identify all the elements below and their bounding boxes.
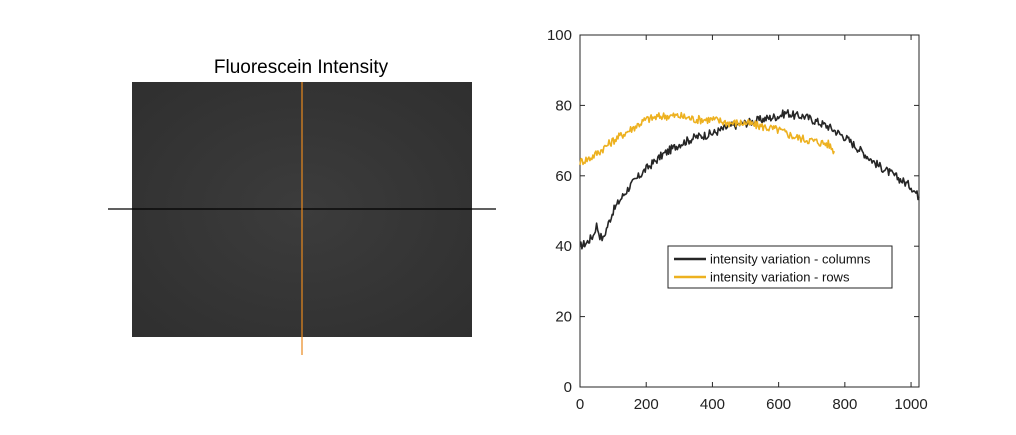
plot-area [579, 34, 920, 388]
axis-ticks: 0 200 400 600 800 1000 0 20 40 60 80 100 [547, 27, 928, 413]
y-tick-label: 60 [555, 168, 572, 185]
legend-label: intensity variation - rows [710, 270, 850, 285]
y-tick-label: 100 [547, 27, 572, 44]
x-tick-label: 600 [766, 396, 791, 413]
y-tick-label: 40 [555, 238, 572, 255]
y-tick-label: 80 [555, 97, 572, 114]
x-tick-label: 800 [832, 396, 857, 413]
legend-label: intensity variation - columns [710, 252, 871, 267]
y-tick-label: 20 [555, 309, 572, 326]
series-lines [579, 109, 920, 250]
x-tick-label: 200 [634, 396, 659, 413]
x-tick-label: 400 [700, 396, 725, 413]
image-title: Fluorescein Intensity [214, 57, 389, 78]
y-tick-label: 0 [564, 379, 572, 396]
intensity-chart: 0 200 400 600 800 1000 0 20 40 60 80 100 intensity … [547, 27, 928, 413]
image-panel: Fluorescein Intensity [108, 57, 496, 355]
legend-box [667, 245, 893, 289]
legend: intensity variation - columns intensity v… [667, 245, 893, 289]
x-tick-label: 0 [576, 396, 584, 413]
x-tick-label: 1000 [894, 396, 927, 413]
series-line-2 [579, 111, 836, 166]
